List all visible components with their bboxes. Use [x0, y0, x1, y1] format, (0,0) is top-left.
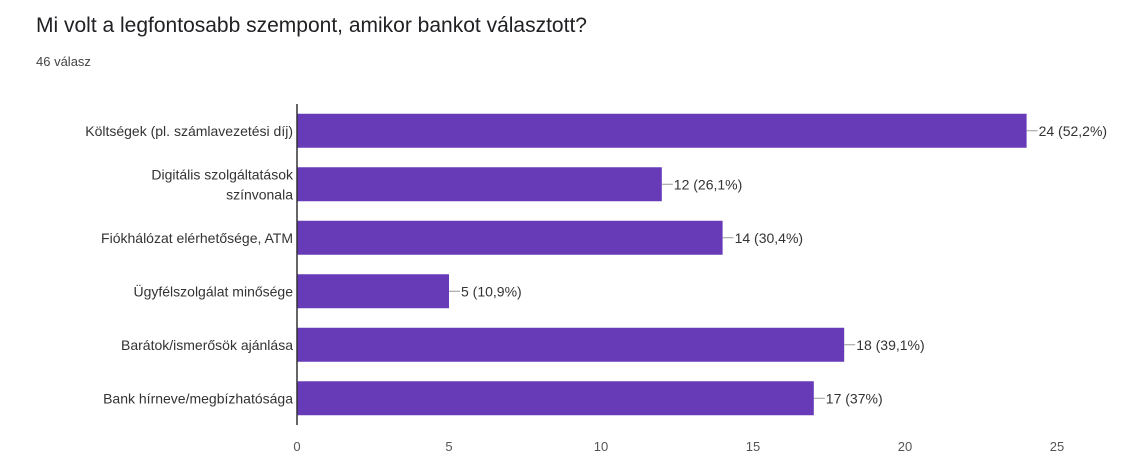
- x-tick-labels-group: 0 5 10 15 20 25: [293, 439, 1064, 454]
- bar: [297, 381, 814, 416]
- bar: [297, 274, 449, 309]
- x-tick-label: 20: [898, 439, 912, 454]
- bar: [297, 113, 1027, 148]
- category-label: Bank hírneve/megbízhatósága: [103, 390, 293, 406]
- x-tick-label: 10: [594, 439, 608, 454]
- category-labels-group: Költségek (pl. számlavezetési díj) Digitá…: [85, 123, 294, 407]
- data-labels-group: 24 (52,2%) 12 (26,1%) 14 (30,4%) 5 (10,9%) 1…: [461, 123, 1107, 407]
- category-label: Ügyfélszolgálat minősége: [133, 282, 293, 299]
- x-tick-label: 0: [293, 439, 300, 454]
- x-tick-label: 25: [1050, 439, 1064, 454]
- data-label: 24 (52,2%): [1039, 123, 1107, 139]
- question-title: Mi volt a legfontosabb szempont, amikor …: [36, 14, 587, 37]
- data-label: 5 (10,9%): [461, 283, 522, 299]
- category-label: Költségek (pl. számlavezetési díj): [85, 123, 293, 139]
- category-label: Barátok/ismerősök ajánlása: [121, 337, 293, 353]
- bar: [297, 167, 662, 202]
- x-tick-label: 5: [445, 439, 452, 454]
- category-label: Fiókhálózat elérhetősége, ATM: [101, 230, 293, 246]
- bar: [297, 220, 723, 255]
- bars-group: [297, 113, 1027, 416]
- category-label: színvonala: [226, 186, 293, 202]
- data-label: 14 (30,4%): [735, 230, 803, 246]
- bar: [297, 327, 845, 362]
- data-label: 12 (26,1%): [674, 176, 742, 192]
- data-label: 17 (37%): [826, 390, 883, 406]
- category-label: Digitális szolgáltatások: [151, 166, 294, 182]
- x-tick-label: 15: [746, 439, 760, 454]
- response-count: 46 válasz: [36, 54, 91, 69]
- data-label: 18 (39,1%): [856, 337, 924, 353]
- leader-lines-group: [449, 130, 1038, 399]
